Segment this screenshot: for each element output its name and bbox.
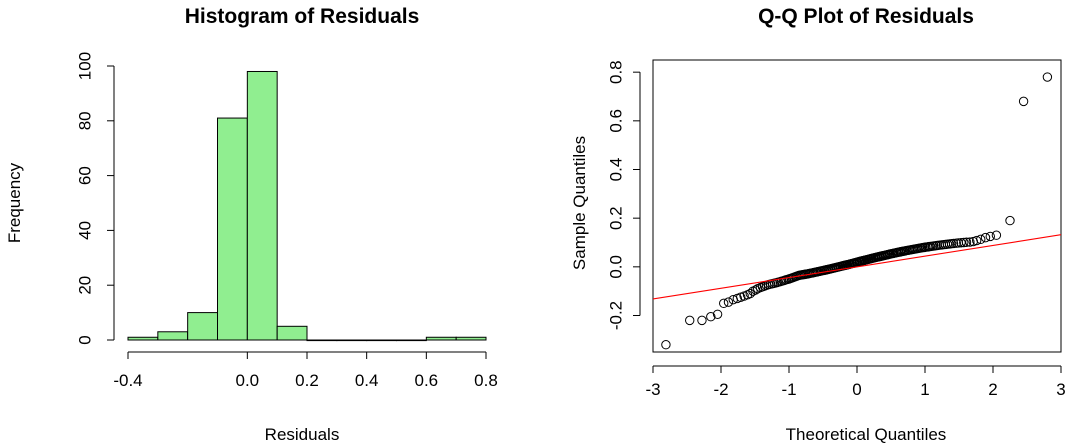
qq-point <box>980 232 991 243</box>
qq-title: Q-Q Plot of Residuals <box>758 5 974 28</box>
qq-y-tick-label: 0.2 <box>606 206 625 230</box>
qq-point <box>959 237 969 248</box>
qq-x-tick-label: -1 <box>781 380 796 399</box>
qq-point <box>961 237 972 247</box>
qq-point <box>712 309 723 319</box>
histogram-bar <box>336 339 368 342</box>
histogram-bar <box>246 70 278 341</box>
qq-point <box>985 231 995 242</box>
qq-point <box>661 340 671 350</box>
histogram-y-tick-label: 80 <box>75 111 94 130</box>
histogram-x-axis: -0.4 0.0 0.2 0.4 0.6 0.8 <box>113 351 498 390</box>
qq-x-tick-label: 1 <box>920 380 929 399</box>
histogram-bar <box>127 336 159 341</box>
histogram-bar <box>366 339 397 342</box>
qq-point <box>1018 96 1029 107</box>
qq-y-tick-label: 0.6 <box>606 109 625 133</box>
histogram-y-tick-label: 100 <box>75 52 94 80</box>
histogram-bar <box>396 339 427 342</box>
histogram-xlabel: Residuals <box>265 425 340 444</box>
histogram-panel: Histogram of Residuals Residuals Frequen… <box>5 5 498 444</box>
histogram-ylabel: Frequency <box>5 162 24 243</box>
qq-reference-line <box>653 234 1061 300</box>
qq-point <box>965 237 975 247</box>
qq-point <box>697 315 707 326</box>
histogram-bar <box>306 339 338 342</box>
qq-point <box>719 298 729 309</box>
qq-x-axis: -3 -2 -1 0 1 2 3 <box>645 365 1066 399</box>
qq-x-tick-label: -3 <box>645 380 660 399</box>
histogram-bar <box>276 325 308 341</box>
histogram-x-tick-label: 0.0 <box>236 371 260 390</box>
qq-point <box>971 235 982 246</box>
qq-point <box>685 315 695 326</box>
qq-y-tick-label: -0.2 <box>606 301 625 330</box>
qq-x-tick-label: -2 <box>713 380 728 399</box>
qq-y-tick-label: 0.8 <box>606 60 625 84</box>
qq-point <box>706 312 716 322</box>
histogram-title: Histogram of Residuals <box>185 5 420 28</box>
histogram-x-tick-label: 0.6 <box>415 371 439 390</box>
qq-point <box>948 238 959 249</box>
qq-plot-panel: Q-Q Plot of Residuals Theoretical Quanti… <box>570 5 1066 444</box>
histogram-y-tick-label: 20 <box>75 276 94 295</box>
qq-y-tick-label: 0.4 <box>606 158 625 182</box>
qq-point <box>991 230 1002 240</box>
qq-x-tick-label: 0 <box>852 380 861 399</box>
qq-plot-area <box>653 72 1061 350</box>
qq-ylabel: Sample Quantiles <box>570 136 589 270</box>
histogram-x-tick-label: 0.2 <box>295 371 319 390</box>
histogram-y-axis: 0 20 40 60 80 100 <box>75 52 115 345</box>
qq-point <box>976 234 986 245</box>
histogram-y-tick-label: 60 <box>75 166 94 185</box>
qq-point <box>723 297 734 307</box>
histogram-bar <box>217 117 248 341</box>
histogram-bars <box>127 70 487 342</box>
histogram-x-tick-label: 0.8 <box>474 371 498 390</box>
histogram-bar <box>187 312 219 341</box>
qq-xlabel: Theoretical Quantiles <box>786 425 947 444</box>
qq-x-tick-label: 2 <box>988 380 997 399</box>
histogram-bar <box>455 336 487 341</box>
histogram-x-tick-label: -0.4 <box>113 371 142 390</box>
histogram-bar <box>425 336 457 341</box>
qq-point <box>1042 72 1053 82</box>
qq-y-axis: -0.2 0.0 0.2 0.4 0.6 0.8 <box>606 60 641 330</box>
qq-x-tick-label: 3 <box>1056 380 1065 399</box>
histogram-y-tick-label: 0 <box>75 335 94 344</box>
qq-plot-frame <box>652 59 1062 353</box>
histogram-y-tick-label: 40 <box>75 221 94 240</box>
histogram-x-tick-label: 0.4 <box>355 371 379 390</box>
qq-y-tick-label: 0.0 <box>606 255 625 279</box>
histogram-bar <box>157 331 189 341</box>
qq-point <box>1005 215 1015 226</box>
